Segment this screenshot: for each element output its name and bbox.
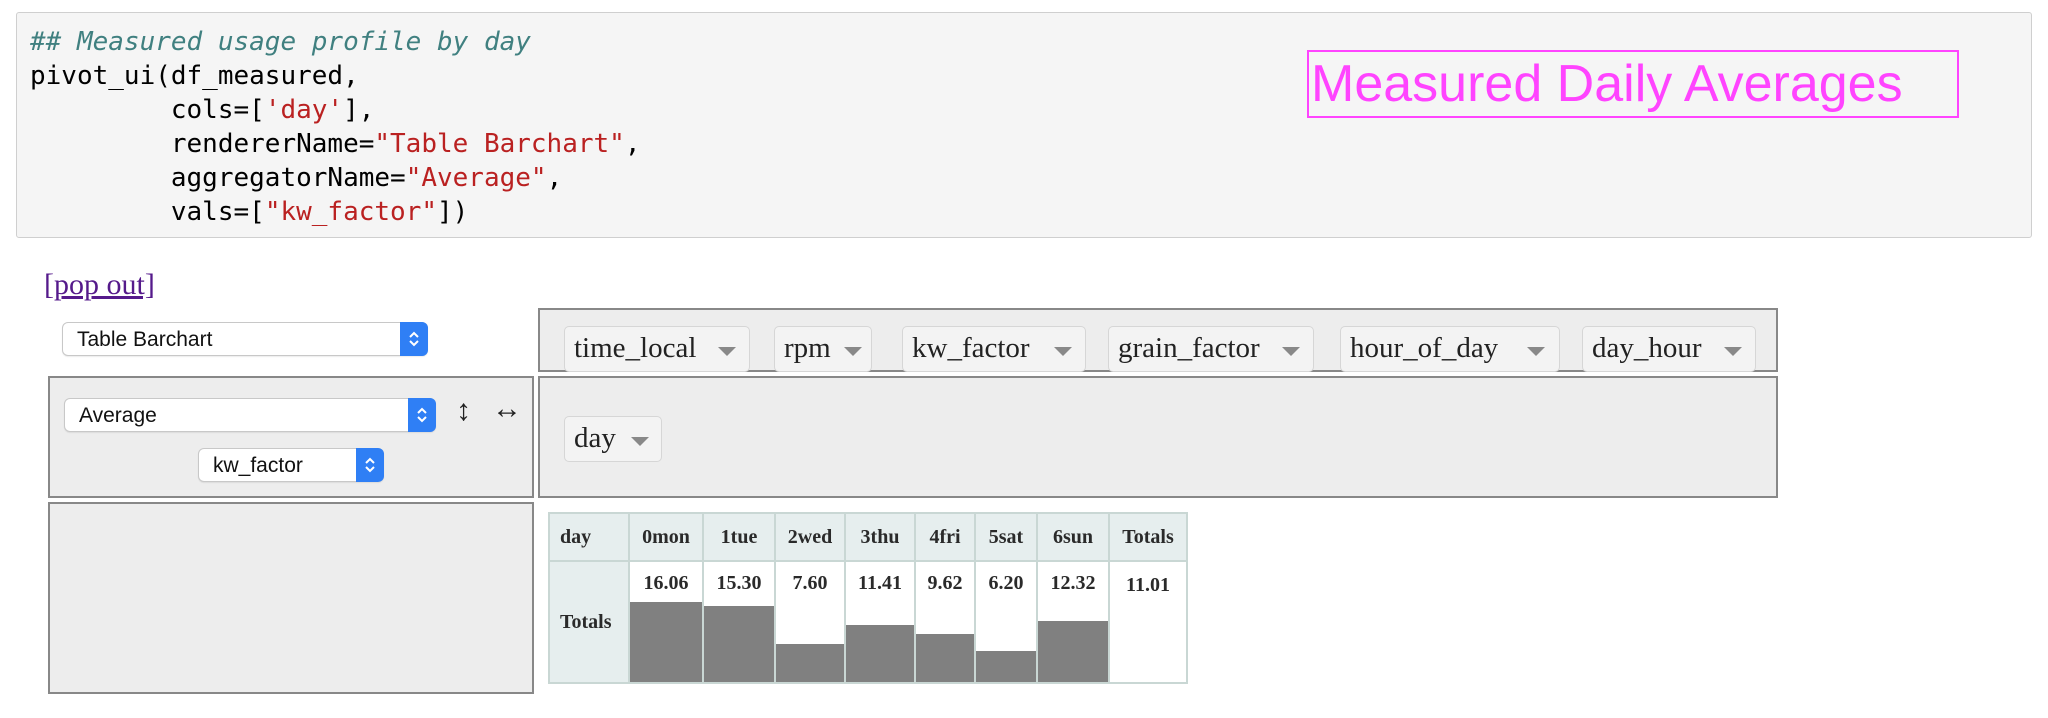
bar-value: 7.60 [792,572,828,594]
column-attributes-pane[interactable]: day [538,376,1778,498]
bar [776,644,844,682]
code-block[interactable]: ## Measured usage profile by day pivot_u… [30,25,640,229]
dropdown-triangle-icon[interactable] [1527,347,1545,356]
value-attribute-select[interactable]: kw_factor [198,448,384,482]
code-string: 'day' [264,95,344,125]
attribute-pill[interactable]: kw_factor [902,326,1086,372]
bar-cell: 11.41 [844,560,916,684]
attribute-pill[interactable]: day [564,416,662,462]
attribute-pill[interactable]: day_hour [1582,326,1756,372]
code-comment: ## Measured usage profile by day [30,27,531,57]
grand-total-cell: 11.01 [1108,560,1188,684]
code-line: ], [343,95,375,125]
column-header: 5sat [974,512,1038,562]
annotation-text: Measured Daily Averages [1311,55,1903,113]
column-header: 6sun [1036,512,1110,562]
pivot-table: day 0mon 1tue 2wed 3thu 4fri 5sat 6sun T… [548,512,1188,684]
dropdown-triangle-icon[interactable] [844,347,862,356]
chevron-updown-icon [408,398,436,432]
bar-value: 9.62 [927,572,963,594]
attribute-pill[interactable]: hour_of_day [1340,326,1560,372]
code-line: vals=[ [30,197,265,227]
bar-cell: 15.30 [702,560,776,684]
attribute-label: day [574,422,616,454]
code-cell[interactable]: ## Measured usage profile by day pivot_u… [16,12,2032,238]
corner-header: day [548,512,630,562]
attribute-pill[interactable]: time_local [564,326,750,372]
renderer-select-value: Table Barchart [77,328,213,351]
dropdown-triangle-icon[interactable] [1282,347,1300,356]
attribute-label: hour_of_day [1350,332,1499,364]
row-attributes-pane[interactable] [48,502,534,694]
annotation-box [1307,50,1959,118]
bar-value: 16.06 [643,572,689,594]
column-header: 1tue [702,512,776,562]
dropdown-triangle-icon[interactable] [1724,347,1742,356]
aggregator-select-value: Average [79,404,157,427]
dropdown-triangle-icon[interactable] [718,347,736,356]
attribute-pill[interactable]: grain_factor [1108,326,1314,372]
code-line: cols=[ [30,95,265,125]
dropdown-triangle-icon[interactable] [1054,347,1072,356]
bar [1038,621,1108,682]
code-string: "Average" [405,163,547,193]
bar-cell: 6.20 [974,560,1038,684]
bar-value: 11.41 [858,572,902,594]
unused-attributes-pane[interactable]: time_local rpm kw_factor grain_factor ho… [538,308,1778,372]
attribute-pill[interactable]: rpm [774,326,872,372]
renderer-select[interactable]: Table Barchart [62,322,428,356]
code-line: , [546,163,563,193]
col-order-icon[interactable]: ↔ [492,392,522,425]
attribute-label: time_local [574,332,697,364]
attribute-label: kw_factor [912,332,1030,364]
aggregator-select[interactable]: Average [64,398,436,432]
bar [916,634,974,682]
code-line: rendererName= [30,129,375,159]
row-order-icon[interactable]: ↕ [456,394,471,427]
bar-value: 15.30 [716,572,762,594]
bar-value: 6.20 [988,572,1024,594]
code-line: ]) [437,197,469,227]
dropdown-triangle-icon[interactable] [631,437,649,446]
column-header: 4fri [914,512,976,562]
bar-cell: 16.06 [628,560,704,684]
grand-total-value: 11.01 [1126,574,1170,596]
bar-cell: 12.32 [1036,560,1110,684]
attribute-label: grain_factor [1118,332,1260,364]
bar-value: 12.32 [1050,572,1096,594]
code-line: aggregatorName= [30,163,406,193]
attribute-label: day_hour [1592,332,1702,364]
code-line: pivot_ui(df_measured, [30,61,359,91]
row-totals-label: Totals [548,560,630,684]
bar [630,602,702,682]
code-line: , [624,129,641,159]
value-select-value: kw_factor [213,454,303,477]
column-header: 2wed [774,512,846,562]
bar [976,651,1036,682]
code-string: "kw_factor" [264,197,437,227]
chevron-updown-icon [400,322,428,356]
aggregator-pane: Average ↕ ↔ kw_factor [48,376,534,498]
chevron-updown-icon [356,448,384,482]
bar [704,606,774,682]
pop-out-link[interactable]: [pop out] [44,268,155,301]
bar [846,625,914,682]
column-header: 3thu [844,512,916,562]
bar-cell: 7.60 [774,560,846,684]
totals-header: Totals [1108,512,1188,562]
code-string: "Table Barchart" [374,129,625,159]
column-header: 0mon [628,512,704,562]
bar-cell: 9.62 [914,560,976,684]
attribute-label: rpm [784,332,831,364]
